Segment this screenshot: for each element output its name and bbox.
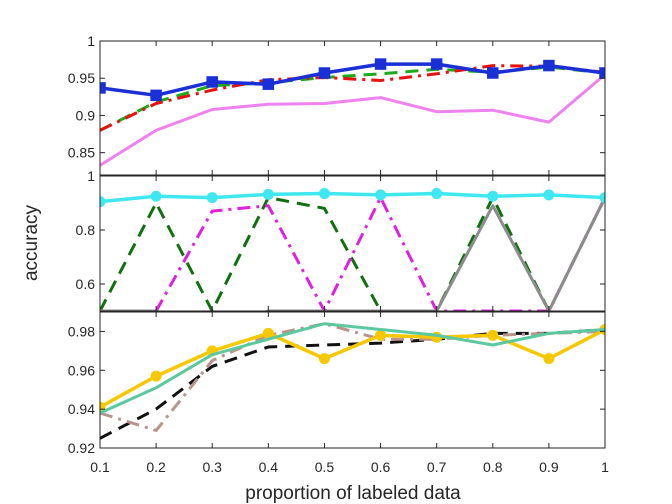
y-tick-label: 0.8 <box>76 222 96 238</box>
plot-area <box>100 312 605 448</box>
panel-2: 0.6 0.8 1 <box>76 168 606 312</box>
y-tick-label: 0.6 <box>76 276 96 292</box>
y-tick-label: 0.96 <box>68 362 95 378</box>
y-tick-label: 0.9 <box>76 107 96 123</box>
y-tick-label: 0.85 <box>68 145 95 161</box>
data-point <box>262 327 274 339</box>
series-line-4 <box>100 322 605 415</box>
x-tick-label: 0.4 <box>259 459 279 475</box>
data-point <box>150 190 162 202</box>
plot-area <box>100 41 605 175</box>
x-axis-label: proportion of labeled data <box>245 483 461 504</box>
x-tick-label: 0.7 <box>427 459 447 475</box>
series-group <box>100 322 605 440</box>
data-point <box>375 329 387 341</box>
series-line-2 <box>100 196 605 311</box>
data-point <box>206 192 218 204</box>
x-tick-label: 0.5 <box>315 459 335 475</box>
data-point <box>100 196 106 208</box>
chart-panels: 0.85 0.9 0.95 1 0.6 0.8 1 0.1 0.2 0.3 0.4 0.5 0.6 0.7… <box>68 33 609 475</box>
series-line-1 <box>100 328 605 440</box>
panel-frame <box>99 40 606 176</box>
x-tick-label: 0.8 <box>483 459 503 475</box>
series-group <box>100 58 605 167</box>
x-tick-label: 0.2 <box>146 459 166 475</box>
series-line-2 <box>100 322 605 432</box>
series-line-3 <box>100 196 605 311</box>
data-point <box>150 370 162 382</box>
series-group <box>100 188 605 311</box>
panel-3: 0.1 0.2 0.3 0.4 0.5 0.6 0.7 0.8 0.9 1 0.92 0.94 0.96… <box>68 311 609 475</box>
data-point <box>543 189 555 201</box>
y-tick-label: 0.95 <box>68 70 95 86</box>
data-point <box>599 192 605 204</box>
data-point <box>318 188 330 200</box>
y-tick-label: 0.92 <box>68 440 95 456</box>
x-tick-label: 0.9 <box>539 459 559 475</box>
data-point <box>487 329 499 341</box>
x-tick-label: 0.6 <box>371 459 391 475</box>
panel-frame <box>99 175 606 312</box>
data-point <box>318 353 330 365</box>
series-line-4 <box>100 191 605 204</box>
panel-frame <box>99 311 606 449</box>
y-tick-label: 1 <box>87 168 95 184</box>
series-line-1 <box>100 196 605 311</box>
x-tick-label: 1 <box>601 459 609 475</box>
data-point <box>487 190 499 202</box>
y-axis-label: accuracy <box>21 204 42 281</box>
data-point <box>543 353 555 365</box>
y-tick-label: 0.98 <box>68 323 95 339</box>
panel-1: 0.85 0.9 0.95 1 <box>68 33 606 176</box>
x-tick-label: 0.1 <box>90 459 110 475</box>
series-line-4 <box>100 62 605 98</box>
data-point <box>262 188 274 200</box>
data-point <box>375 189 387 201</box>
y-tick-label: 0.94 <box>68 401 95 417</box>
series-line-3 <box>100 64 605 132</box>
y-tick-label: 1 <box>87 33 95 49</box>
series-line-1 <box>100 73 605 167</box>
data-point <box>431 188 443 200</box>
series-line-3 <box>100 327 605 409</box>
x-tick-label: 0.3 <box>202 459 222 475</box>
